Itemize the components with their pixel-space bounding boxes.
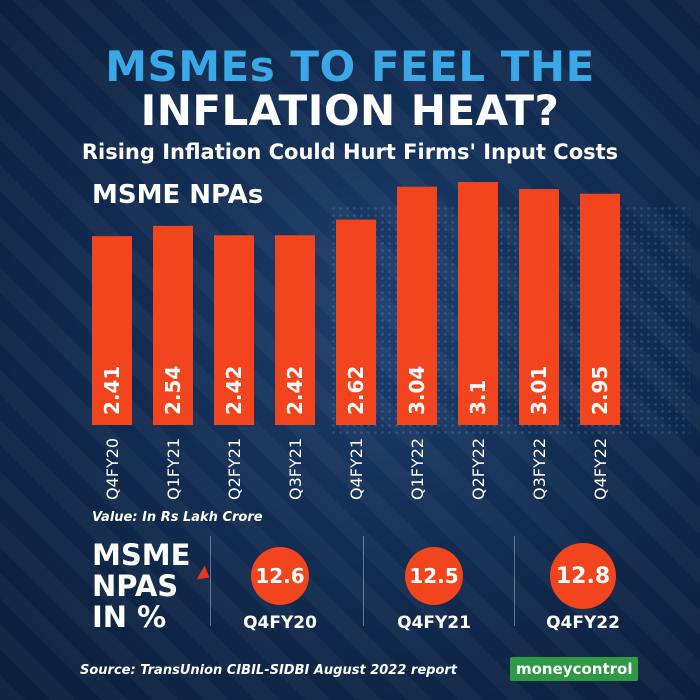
section-divider <box>363 536 364 626</box>
category-label: Q3FY21 <box>286 438 305 500</box>
section-divider <box>514 536 515 626</box>
bar-value-label: 2.42 <box>283 366 307 415</box>
subtitle: Rising Inflation Could Hurt Firms' Input… <box>81 140 619 164</box>
bar-Q4FY20 <box>92 236 132 425</box>
bar-Q2FY21 <box>214 235 254 425</box>
bar-value-label: 2.95 <box>588 366 612 415</box>
bar-value-label: 2.42 <box>222 366 246 415</box>
bar-Q4FY22 <box>580 193 620 425</box>
bar-value-label: 2.62 <box>344 366 368 415</box>
npa-percent-circle: 12.5 <box>405 547 463 605</box>
category-label: Q2FY21 <box>225 438 244 500</box>
npa-percent-label-line: NPAS <box>92 569 179 603</box>
npa-percent-period: Q4FY20 <box>243 613 317 633</box>
title-line-1: MSMEs TO FEEL THE <box>105 42 595 91</box>
category-label: Q4FY20 <box>103 438 122 500</box>
npa-percent-circle: 12.8 <box>550 543 616 609</box>
bar-Q3FY21 <box>275 235 315 425</box>
category-label: Q4FY22 <box>591 438 610 500</box>
chart-title: MSME NPAs <box>92 180 264 210</box>
npa-percent-label-line: MSME <box>92 538 191 572</box>
category-label: Q1FY21 <box>164 438 183 500</box>
bar-Q3FY22 <box>519 189 559 425</box>
title-line-2: INFLATION HEAT? <box>140 86 560 135</box>
bar-chart: 2.41 Q4FY20 2.54 Q1FY21 2.42 Q2FY21 2.42 Q3FY21… <box>92 182 620 500</box>
bar-Q1FY21 <box>153 225 193 425</box>
bar-value-label: 3.04 <box>405 366 429 415</box>
npa-percent-label-line: IN % <box>92 600 167 634</box>
category-label: Q2FY22 <box>469 438 488 500</box>
brand-logo: moneycontrol <box>510 657 639 681</box>
value-unit-note: Value: In Rs Lakh Crore <box>92 510 263 525</box>
npa-percent-label: MSME NPAS IN % <box>92 540 190 633</box>
bar-value-label: 2.41 <box>100 366 124 415</box>
section-divider <box>210 536 211 626</box>
bar-value-label: 2.54 <box>161 366 185 415</box>
category-label: Q1FY22 <box>408 438 427 500</box>
npa-percent-period: Q4FY21 <box>397 613 471 633</box>
source-note: Source: TransUnion CIBIL-SIDBI August 20… <box>80 663 458 678</box>
category-label: Q4FY21 <box>347 438 366 500</box>
category-label: Q3FY22 <box>530 438 549 500</box>
bar-Q4FY21 <box>336 219 376 425</box>
bar-Q1FY22 <box>397 186 437 425</box>
bar-value-label: 3.01 <box>527 366 551 415</box>
npa-percent-period: Q4FY22 <box>546 613 620 633</box>
npa-percent-circle: 12.6 <box>251 547 309 605</box>
bar-value-label: 3.1 <box>466 380 490 415</box>
bar-Q2FY22 <box>458 182 498 425</box>
